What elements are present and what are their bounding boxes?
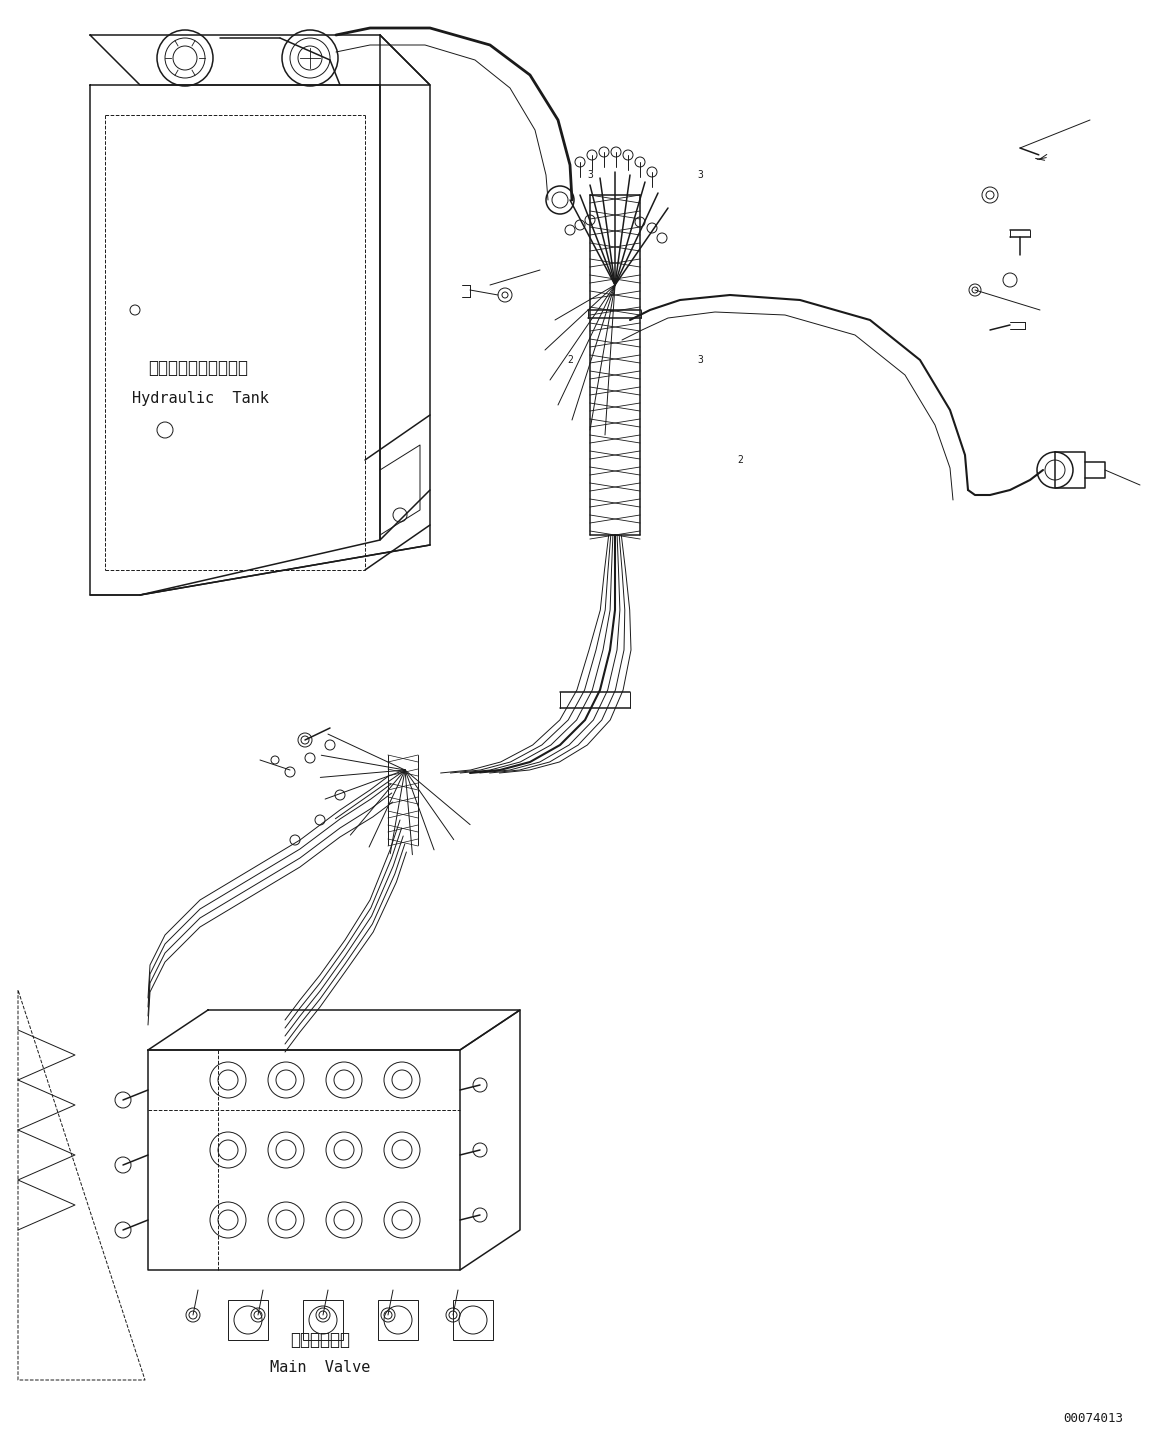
Bar (378, 1300, 418, 1341)
Bar (454, 1300, 493, 1341)
Text: 3: 3 (697, 355, 702, 365)
Text: 3: 3 (697, 170, 702, 180)
Text: 3: 3 (587, 170, 593, 180)
Bar (304, 1300, 343, 1341)
Text: メインバルブ: メインバルブ (290, 1330, 350, 1349)
Text: Hydraulic  Tank: Hydraulic Tank (131, 391, 269, 405)
Text: Main  Valve: Main Valve (270, 1361, 370, 1375)
Bar (228, 1300, 267, 1341)
Text: 2: 2 (737, 455, 743, 465)
Text: ハイドロリックタンク: ハイドロリックタンク (148, 359, 248, 377)
Text: 00074013: 00074013 (1063, 1411, 1123, 1424)
Text: 2: 2 (568, 355, 573, 365)
